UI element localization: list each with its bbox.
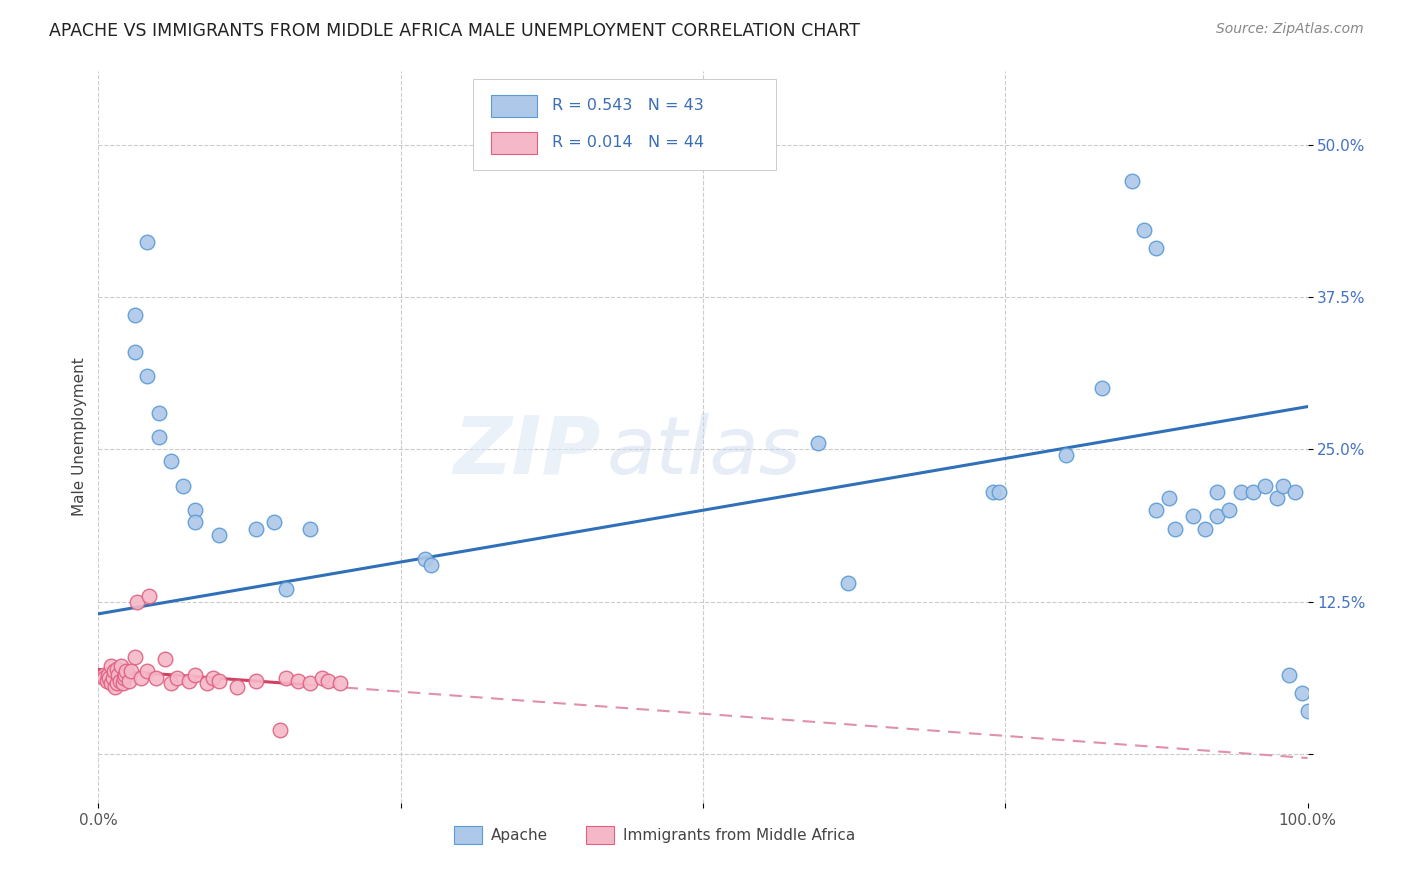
- Text: APACHE VS IMMIGRANTS FROM MIDDLE AFRICA MALE UNEMPLOYMENT CORRELATION CHART: APACHE VS IMMIGRANTS FROM MIDDLE AFRICA …: [49, 22, 860, 40]
- Point: [93, 667, 115, 681]
- Point: [1054, 448, 1077, 462]
- Point: [208, 673, 231, 688]
- Point: [100, 659, 122, 673]
- Point: [1181, 509, 1204, 524]
- Point: [1091, 381, 1114, 395]
- Y-axis label: Male Unemployment: Male Unemployment: [72, 358, 87, 516]
- Text: ZIP: ZIP: [453, 413, 600, 491]
- Text: R = 0.014   N = 44: R = 0.014 N = 44: [551, 135, 704, 150]
- Point: [1254, 479, 1277, 493]
- Point: [1206, 509, 1229, 524]
- Point: [226, 680, 249, 694]
- Point: [124, 344, 146, 359]
- Point: [100, 676, 122, 690]
- Point: [1241, 485, 1264, 500]
- Point: [263, 516, 285, 530]
- Point: [112, 672, 135, 686]
- Point: [1121, 174, 1143, 188]
- Point: [208, 527, 231, 541]
- FancyBboxPatch shape: [492, 132, 537, 154]
- Point: [135, 369, 157, 384]
- Point: [1206, 485, 1229, 500]
- Point: [179, 673, 201, 688]
- Point: [1291, 686, 1313, 700]
- Point: [274, 672, 297, 686]
- Text: atlas: atlas: [606, 413, 801, 491]
- Point: [184, 667, 207, 681]
- Point: [1296, 705, 1319, 719]
- Point: [245, 521, 267, 535]
- Point: [195, 676, 218, 690]
- Point: [120, 664, 142, 678]
- Point: [124, 308, 146, 322]
- Point: [1146, 503, 1168, 517]
- Point: [135, 235, 157, 249]
- Point: [160, 676, 183, 690]
- Point: [1157, 491, 1180, 505]
- Point: [1163, 521, 1185, 535]
- Point: [329, 676, 352, 690]
- Point: [110, 659, 132, 673]
- Point: [129, 672, 152, 686]
- Point: [135, 664, 157, 678]
- Point: [105, 662, 128, 676]
- FancyBboxPatch shape: [474, 78, 776, 170]
- Point: [111, 676, 134, 690]
- Point: [202, 672, 225, 686]
- Point: [311, 672, 333, 686]
- Point: [160, 454, 183, 468]
- Point: [1284, 485, 1306, 500]
- Point: [1194, 521, 1216, 535]
- Point: [1133, 223, 1156, 237]
- Legend: Apache, Immigrants from Middle Africa: Apache, Immigrants from Middle Africa: [449, 820, 862, 850]
- Point: [145, 672, 167, 686]
- Text: Source: ZipAtlas.com: Source: ZipAtlas.com: [1216, 22, 1364, 37]
- Point: [118, 673, 141, 688]
- Point: [1218, 503, 1240, 517]
- Text: R = 0.543   N = 43: R = 0.543 N = 43: [551, 98, 703, 113]
- Point: [184, 516, 207, 530]
- Point: [124, 649, 146, 664]
- Point: [96, 673, 118, 688]
- Point: [420, 558, 443, 573]
- Point: [148, 430, 170, 444]
- Point: [101, 672, 124, 686]
- Point: [299, 676, 322, 690]
- Point: [108, 673, 131, 688]
- Point: [138, 589, 160, 603]
- Point: [184, 503, 207, 517]
- Point: [1146, 241, 1168, 255]
- Point: [1230, 485, 1253, 500]
- Point: [148, 406, 170, 420]
- Point: [299, 521, 322, 535]
- Point: [114, 667, 136, 681]
- Point: [807, 436, 830, 450]
- Point: [413, 552, 436, 566]
- FancyBboxPatch shape: [492, 95, 537, 118]
- Point: [1272, 479, 1295, 493]
- Point: [166, 672, 188, 686]
- Point: [245, 673, 267, 688]
- Point: [93, 672, 115, 686]
- Point: [988, 485, 1011, 500]
- Point: [97, 667, 120, 681]
- Point: [127, 594, 149, 608]
- Point: [274, 582, 297, 597]
- Point: [981, 485, 1004, 500]
- Point: [98, 672, 121, 686]
- Point: [105, 676, 128, 690]
- Point: [107, 667, 129, 681]
- Point: [104, 680, 127, 694]
- Point: [115, 664, 138, 678]
- Point: [103, 664, 125, 678]
- Point: [1278, 667, 1301, 681]
- Point: [287, 673, 309, 688]
- Point: [837, 576, 859, 591]
- Point: [172, 479, 194, 493]
- Point: [1267, 491, 1289, 505]
- Point: [316, 673, 339, 688]
- Point: [269, 723, 291, 737]
- Point: [153, 652, 176, 666]
